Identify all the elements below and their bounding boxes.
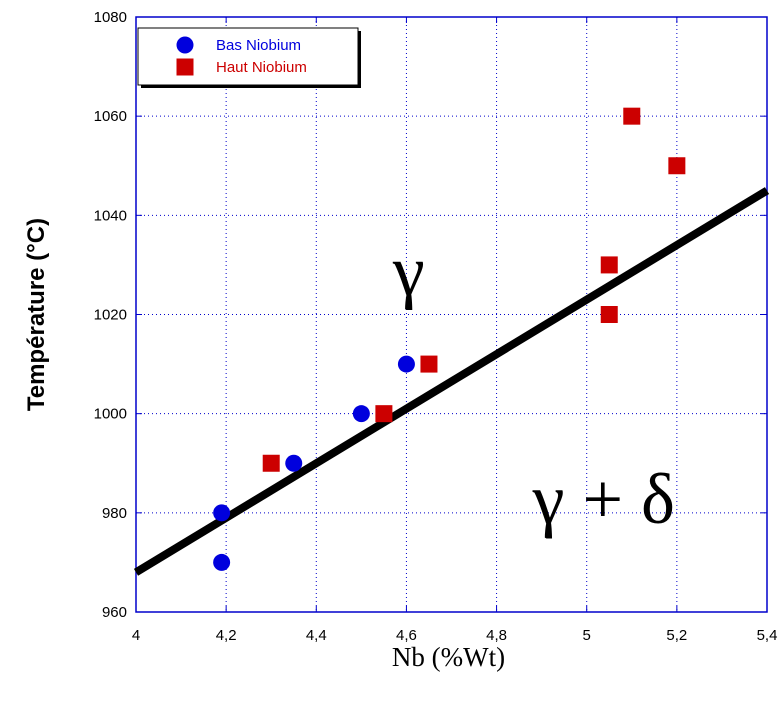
x-tick-label: 4,2 — [216, 627, 237, 644]
phase-label-gamma: γ — [392, 231, 425, 311]
point-haut-niobium — [668, 157, 686, 175]
legend-box — [137, 27, 359, 86]
x-tick-label: 5,4 — [757, 627, 778, 644]
point-haut-niobium — [375, 405, 393, 423]
y-tick-label: 1040 — [94, 207, 127, 224]
y-tick-label: 1000 — [94, 406, 127, 423]
x-tick-label: 4,8 — [486, 627, 507, 644]
x-tick-label: 5 — [583, 627, 591, 644]
fit-line-group — [133, 187, 770, 576]
annotations: γ γ + δ — [392, 231, 675, 539]
point-haut-niobium — [262, 454, 280, 472]
point-haut-niobium — [623, 107, 641, 125]
x-tick-label: 5,2 — [666, 627, 687, 644]
point-bas-niobium — [213, 553, 231, 571]
legend-label: Bas Niobium — [216, 37, 301, 54]
y-tick-label: 960 — [102, 604, 127, 621]
legend: Bas Niobium Haut Niobium — [137, 27, 361, 88]
point-bas-niobium — [285, 454, 303, 472]
x-tick-label: 4,6 — [396, 627, 417, 644]
y-axis-label: Température (°C) — [23, 218, 50, 411]
legend-label: Haut Niobium — [216, 59, 307, 76]
point-bas-niobium — [397, 355, 415, 373]
point-haut-niobium — [600, 306, 618, 323]
y-tick-label: 1060 — [94, 108, 127, 125]
fit-line — [133, 187, 770, 576]
x-tick-label: 4,4 — [306, 627, 327, 644]
point-bas-niobium — [352, 405, 370, 423]
y-tick-label: 1080 — [94, 9, 127, 26]
y-tick-label: 980 — [102, 505, 127, 522]
point-haut-niobium — [600, 256, 618, 274]
phase-label-gamma-delta: γ + δ — [532, 459, 675, 539]
legend-marker-circle — [176, 36, 194, 54]
x-axis-label: Nb (%Wt) — [392, 642, 505, 672]
ticks: 4 4,2 4,4 4,6 4,8 5 5,2 5,4 960 980 1000 1020 1040 10… — [94, 9, 778, 644]
x-tick-label: 4 — [132, 627, 140, 644]
point-haut-niobium — [420, 355, 438, 373]
data-points — [213, 107, 686, 571]
legend-marker-square — [176, 58, 194, 76]
point-bas-niobium — [213, 504, 231, 522]
y-tick-label: 1020 — [94, 307, 127, 324]
